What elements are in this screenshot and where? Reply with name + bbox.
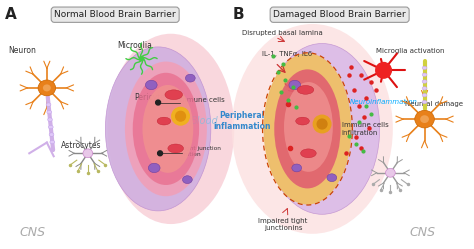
Text: Microglia activation: Microglia activation: [376, 48, 444, 54]
Ellipse shape: [297, 85, 314, 94]
Text: Immune cells: Immune cells: [178, 97, 224, 103]
Ellipse shape: [264, 44, 380, 214]
Ellipse shape: [422, 100, 427, 104]
Text: CNS: CNS: [410, 226, 436, 239]
Ellipse shape: [148, 163, 160, 173]
Ellipse shape: [50, 140, 55, 144]
Ellipse shape: [232, 24, 393, 234]
Ellipse shape: [182, 176, 192, 184]
Ellipse shape: [264, 53, 351, 204]
Text: Impaired tight
junctionins: Impaired tight junctionins: [258, 218, 308, 231]
Text: Disrupted basal lamina: Disrupted basal lamina: [242, 30, 323, 36]
Ellipse shape: [47, 118, 53, 121]
Text: Neuroinflammation: Neuroinflammation: [349, 99, 417, 105]
Text: CNS: CNS: [19, 226, 46, 239]
Text: Damaged Blood Brain Barrier: Damaged Blood Brain Barrier: [273, 10, 406, 19]
Ellipse shape: [165, 90, 182, 100]
Circle shape: [176, 111, 185, 121]
Text: Blood: Blood: [191, 116, 218, 126]
Ellipse shape: [125, 62, 207, 196]
Text: Astrocytes: Astrocytes: [61, 141, 101, 150]
Ellipse shape: [157, 117, 171, 125]
Ellipse shape: [292, 164, 301, 172]
Ellipse shape: [422, 66, 427, 70]
Ellipse shape: [415, 110, 434, 128]
Text: Normal Blood Brain Barrier: Normal Blood Brain Barrier: [55, 10, 176, 19]
Text: Pericyte: Pericyte: [135, 93, 165, 102]
Ellipse shape: [422, 94, 427, 97]
Circle shape: [158, 151, 163, 156]
Text: A: A: [5, 7, 17, 22]
Circle shape: [376, 62, 392, 78]
Ellipse shape: [284, 82, 333, 172]
Text: Immune cells
infiltration: Immune cells infiltration: [342, 122, 388, 136]
Ellipse shape: [138, 56, 145, 62]
Text: Microglia: Microglia: [117, 41, 152, 51]
Circle shape: [317, 119, 327, 129]
Circle shape: [155, 100, 161, 105]
Ellipse shape: [46, 103, 51, 106]
Ellipse shape: [146, 80, 157, 90]
Ellipse shape: [274, 69, 341, 188]
Ellipse shape: [143, 85, 193, 173]
Text: Neuron: Neuron: [8, 46, 36, 55]
Ellipse shape: [47, 110, 52, 114]
Circle shape: [172, 107, 189, 125]
Ellipse shape: [296, 117, 310, 125]
Ellipse shape: [289, 80, 301, 90]
Ellipse shape: [38, 80, 55, 96]
Ellipse shape: [327, 174, 337, 182]
Ellipse shape: [168, 144, 183, 153]
Ellipse shape: [422, 73, 427, 76]
Ellipse shape: [49, 133, 54, 136]
Ellipse shape: [107, 34, 234, 224]
Ellipse shape: [185, 74, 195, 82]
Ellipse shape: [301, 149, 316, 158]
Ellipse shape: [385, 168, 395, 177]
Ellipse shape: [133, 73, 199, 185]
Ellipse shape: [83, 149, 93, 158]
Ellipse shape: [420, 115, 429, 123]
Ellipse shape: [105, 47, 211, 211]
Text: Tight junction
Protien: Tight junction Protien: [181, 146, 220, 157]
Text: Peripheral
inflammation: Peripheral inflammation: [213, 111, 271, 131]
Circle shape: [313, 115, 331, 133]
Text: Neurnal damage: Neurnal damage: [405, 102, 463, 108]
Text: B: B: [232, 7, 244, 22]
Ellipse shape: [43, 84, 51, 91]
Text: IL-1, TNFα, IL6: IL-1, TNFα, IL6: [262, 51, 312, 57]
Ellipse shape: [48, 125, 53, 129]
Ellipse shape: [422, 87, 427, 90]
Ellipse shape: [422, 80, 427, 83]
